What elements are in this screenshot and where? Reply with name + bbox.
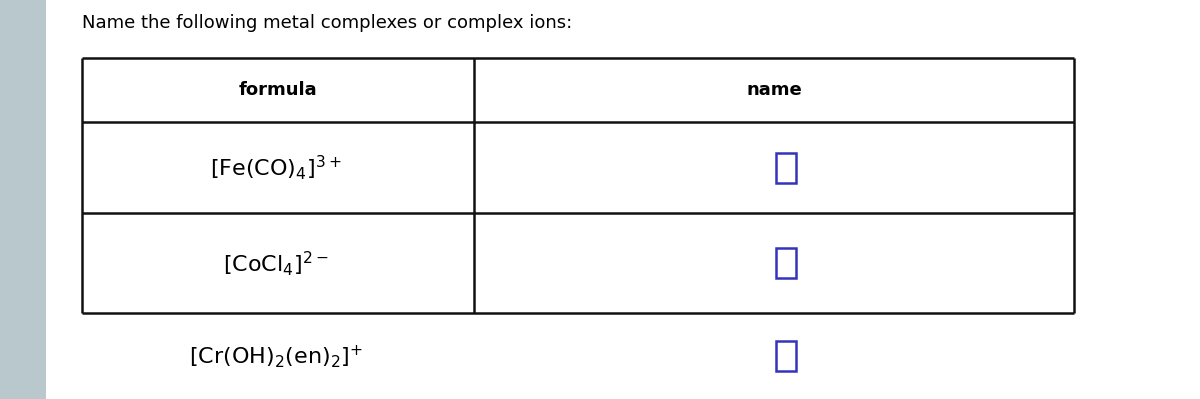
Text: $\left[\mathrm{Cr(OH)_2(en)_2}\right]^{+}$: $\left[\mathrm{Cr(OH)_2(en)_2}\right]^{+… <box>190 343 362 369</box>
Text: $\left[\mathrm{CoCl_4}\right]^{2-}$: $\left[\mathrm{CoCl_4}\right]^{2-}$ <box>223 249 329 278</box>
Text: $\left[\mathrm{Fe(CO)_4}\right]^{3+}$: $\left[\mathrm{Fe(CO)_4}\right]^{3+}$ <box>210 153 342 182</box>
Text: name: name <box>746 81 802 99</box>
Bar <box>776 341 796 371</box>
Bar <box>0 0 46 399</box>
Text: Name the following metal complexes or complex ions:: Name the following metal complexes or co… <box>82 14 572 32</box>
Text: formula: formula <box>239 81 317 99</box>
Bar <box>776 153 796 183</box>
Bar <box>776 248 796 279</box>
